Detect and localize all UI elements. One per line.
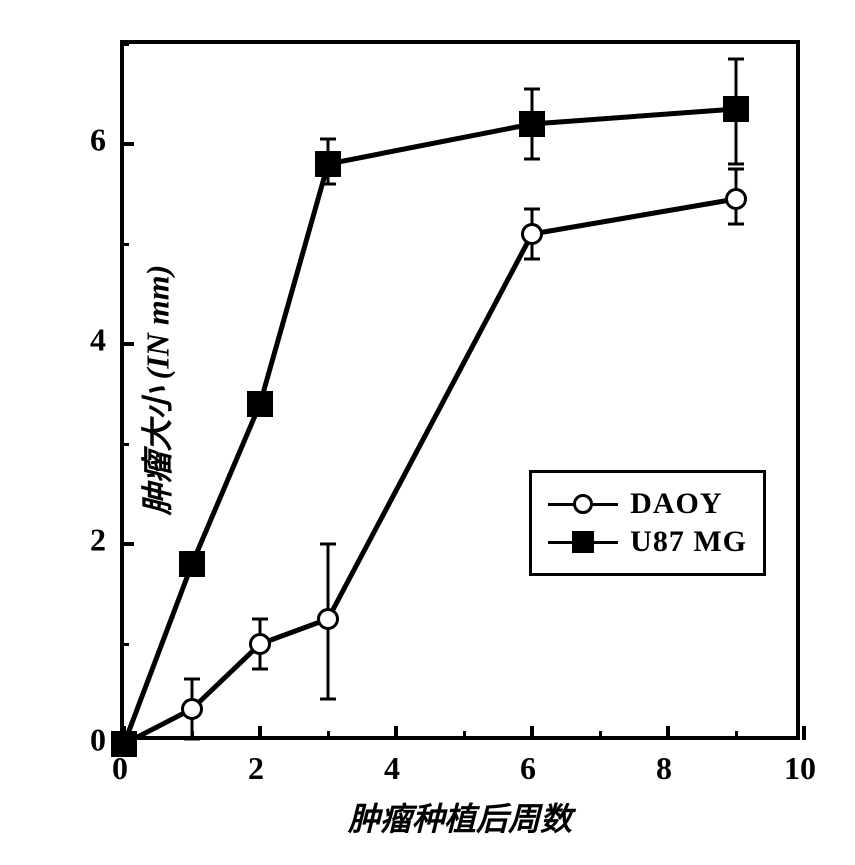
y-tick-label: 2 — [90, 522, 106, 559]
error-cap — [524, 88, 540, 91]
error-cap — [320, 698, 336, 701]
square-marker-icon — [519, 111, 545, 137]
error-cap — [320, 183, 336, 186]
error-cap — [252, 668, 268, 671]
square-marker-icon — [179, 551, 205, 577]
y-tick-label: 0 — [90, 722, 106, 759]
x-tick-label: 4 — [384, 750, 400, 787]
x-tick-label: 0 — [112, 750, 128, 787]
error-cap — [728, 58, 744, 61]
x-tick-label: 6 — [520, 750, 536, 787]
error-cap — [252, 618, 268, 621]
circle-marker-icon — [317, 608, 339, 630]
y-tick-label: 4 — [90, 322, 106, 359]
legend-label-daoy: DAOY — [630, 487, 722, 521]
plot-area: DAOY U87 MG — [120, 40, 800, 740]
square-marker-icon — [572, 531, 594, 553]
legend-row-u87: U87 MG — [548, 525, 747, 559]
chart-svg — [124, 44, 804, 744]
circle-marker-icon — [725, 188, 747, 210]
error-cap — [320, 138, 336, 141]
error-cap — [320, 543, 336, 546]
legend-row-daoy: DAOY — [548, 487, 747, 521]
legend-line-u87 — [548, 532, 618, 552]
circle-marker-icon — [521, 223, 543, 245]
legend: DAOY U87 MG — [529, 470, 766, 576]
legend-line-daoy — [548, 494, 618, 514]
square-marker-icon — [315, 151, 341, 177]
error-cap — [524, 258, 540, 261]
error-cap — [728, 163, 744, 166]
legend-label-u87: U87 MG — [630, 525, 747, 559]
error-cap — [728, 223, 744, 226]
x-tick-label: 8 — [656, 750, 672, 787]
square-marker-icon — [723, 96, 749, 122]
x-axis-label: 肿瘤种植后周数 — [348, 794, 572, 840]
chart-container: 肿瘤大小 (IN mm) 肿瘤种植后周数 DAOY U87 MG 0246024… — [120, 40, 800, 740]
error-cap — [728, 168, 744, 171]
error-cap — [184, 738, 200, 741]
error-cap — [524, 158, 540, 161]
circle-marker-icon — [573, 494, 593, 514]
x-tick-label: 10 — [784, 750, 816, 787]
circle-marker-icon — [249, 633, 271, 655]
square-marker-icon — [247, 391, 273, 417]
error-cap — [184, 678, 200, 681]
y-tick-label: 6 — [90, 122, 106, 159]
error-cap — [524, 208, 540, 211]
x-tick-label: 2 — [248, 750, 264, 787]
circle-marker-icon — [181, 698, 203, 720]
